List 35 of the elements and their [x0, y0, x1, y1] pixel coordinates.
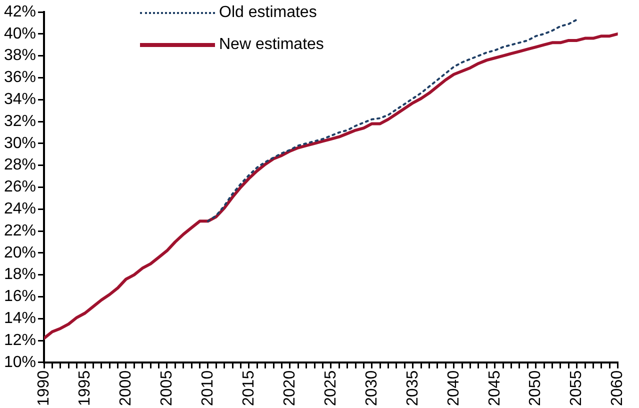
x-tick-label: 2025: [322, 370, 340, 406]
x-tick-label: 2015: [240, 370, 258, 406]
legend-label: New estimates: [219, 36, 324, 54]
y-tick-label: 24%: [4, 200, 36, 218]
y-tick-label: 38%: [4, 47, 36, 64]
x-tick-label: 2050: [527, 370, 544, 406]
y-tick-label: 16%: [4, 288, 36, 306]
x-tick-label: 2060: [609, 370, 626, 406]
y-tick-label: 28%: [4, 156, 36, 174]
y-tick-label: 34%: [4, 91, 36, 108]
x-tick-label: 2035: [404, 370, 422, 406]
x-tick-label: 2045: [486, 370, 504, 406]
x-tick-label: 2040: [445, 370, 462, 406]
y-tick-label: 14%: [4, 310, 36, 328]
x-tick-label: 2030: [363, 370, 380, 406]
y-tick-label: 40%: [4, 25, 36, 42]
line-series: [206, 18, 578, 222]
x-tick-label: 1995: [76, 370, 94, 406]
y-tick-label: 18%: [4, 266, 36, 284]
x-tick-label: 2005: [158, 370, 176, 406]
x-tick-label: 2000: [117, 370, 134, 406]
y-tick-label: 42%: [4, 3, 36, 20]
y-tick-label: 32%: [4, 112, 36, 130]
y-tick-label: 36%: [4, 69, 36, 86]
x-tick-label: 1990: [35, 370, 52, 406]
y-tick-label: 20%: [4, 244, 36, 262]
x-tick-label: 2010: [199, 370, 216, 406]
y-tick-label: 10%: [4, 354, 36, 371]
legend-label: Old estimates: [219, 4, 317, 22]
y-tick-label: 12%: [4, 332, 36, 349]
x-tick-label: 2020: [281, 370, 298, 406]
y-tick-label: 22%: [4, 222, 36, 240]
y-tick-label: 30%: [4, 134, 36, 152]
x-tick-label: 2055: [568, 370, 586, 406]
y-tick-label: 26%: [4, 178, 36, 196]
